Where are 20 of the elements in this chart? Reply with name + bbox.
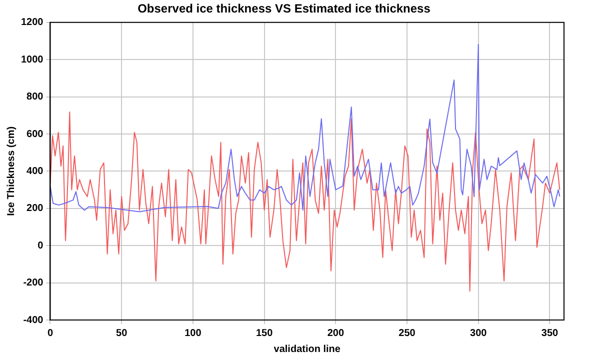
x-tick-label: 200 <box>327 328 344 339</box>
y-tick-label: 1000 <box>20 54 44 66</box>
x-tick-label: 50 <box>116 328 128 339</box>
y-tick-label: 400 <box>26 166 44 177</box>
x-tick-label: 350 <box>541 328 559 339</box>
x-tick-label: 150 <box>256 328 274 339</box>
chart-title: Observed ice thickness VS Estimated ice thickness <box>138 2 431 16</box>
y-tick-label: -400 <box>23 314 44 326</box>
y-tick-label: 800 <box>26 92 44 103</box>
x-tick-label: 250 <box>398 328 416 339</box>
x-tick-label: 0 <box>47 328 54 339</box>
x-tick-label: 300 <box>470 328 488 339</box>
y-axis-title: Ice Thickness (cm) <box>6 126 17 216</box>
x-axis-title: validation line <box>274 344 341 355</box>
y-tick-label: 600 <box>26 128 44 140</box>
y-tick-label: -200 <box>23 278 44 289</box>
x-tick-label: 100 <box>184 328 202 339</box>
y-tick-label: 0 <box>38 240 44 252</box>
y-tick-label: 200 <box>26 203 44 214</box>
y-tick-label: 1200 <box>20 17 44 28</box>
